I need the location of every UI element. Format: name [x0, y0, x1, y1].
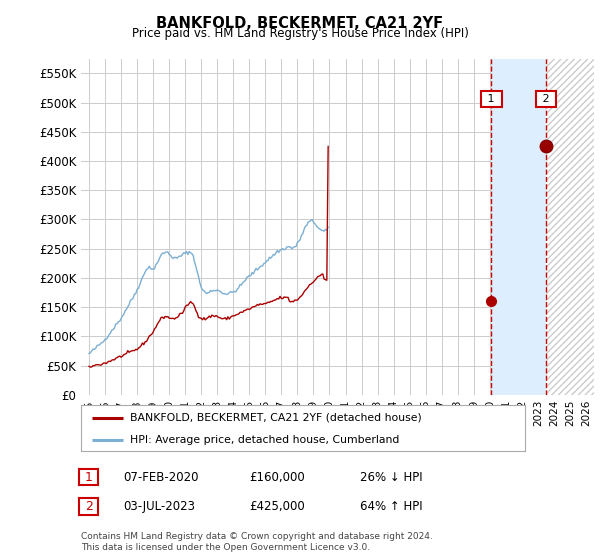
Text: Contains HM Land Registry data © Crown copyright and database right 2024.
This d: Contains HM Land Registry data © Crown c…: [81, 532, 433, 552]
Text: Price paid vs. HM Land Registry's House Price Index (HPI): Price paid vs. HM Land Registry's House …: [131, 27, 469, 40]
Text: BANKFOLD, BECKERMET, CA21 2YF (detached house): BANKFOLD, BECKERMET, CA21 2YF (detached …: [130, 413, 422, 423]
Text: 07-FEB-2020: 07-FEB-2020: [123, 470, 199, 484]
Text: £160,000: £160,000: [249, 470, 305, 484]
Text: 03-JUL-2023: 03-JUL-2023: [123, 500, 195, 513]
Text: 2: 2: [539, 94, 553, 104]
Text: 26% ↓ HPI: 26% ↓ HPI: [360, 470, 422, 484]
Bar: [491, 59, 546, 395]
Text: £425,000: £425,000: [249, 500, 305, 513]
Bar: [546, 59, 594, 395]
Text: 1: 1: [484, 94, 499, 104]
Bar: [546, 59, 594, 395]
Text: HPI: Average price, detached house, Cumberland: HPI: Average price, detached house, Cumb…: [130, 435, 399, 445]
Text: 2: 2: [85, 500, 93, 513]
Text: 64% ↑ HPI: 64% ↑ HPI: [360, 500, 422, 513]
Text: 1: 1: [85, 470, 93, 484]
Text: BANKFOLD, BECKERMET, CA21 2YF: BANKFOLD, BECKERMET, CA21 2YF: [157, 16, 443, 31]
